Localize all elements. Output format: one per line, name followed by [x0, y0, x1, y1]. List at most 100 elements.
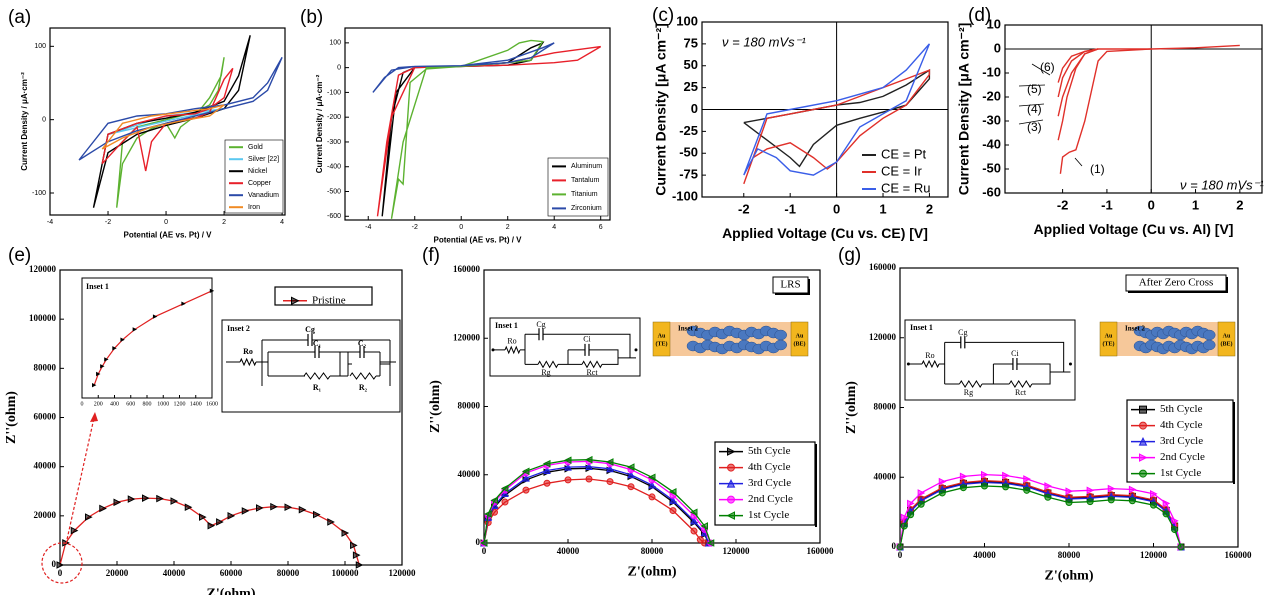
data-marker: [669, 507, 677, 515]
data-marker: [341, 529, 350, 537]
data-marker: [1023, 475, 1031, 483]
data-marker: [626, 463, 635, 471]
data-marker: [207, 521, 216, 530]
x-tick-label: 2: [506, 224, 510, 231]
circuit-label: Rg: [541, 368, 550, 377]
legend-box: [547, 157, 609, 217]
data-marker: [1177, 543, 1185, 551]
data-marker: [256, 504, 264, 512]
y-tick-label: 80000: [458, 401, 481, 411]
inset-x-tick-label: 200: [94, 401, 103, 407]
annotation: ν = 180 mVs⁻¹: [722, 34, 806, 49]
insets: 0 200 400 600 800 1000 1200 1400 1600 Inset 1 Inse…: [41, 277, 401, 584]
legend-label: Iron: [248, 204, 260, 211]
x-tick-label: 4: [280, 219, 284, 226]
data-marker: [1149, 501, 1158, 509]
data-marker: [216, 518, 224, 526]
y-tick-label: -100: [327, 89, 341, 96]
y-tick-label: -20: [982, 88, 1001, 103]
resistor: [303, 372, 331, 380]
inset-title: Inset 1: [495, 321, 518, 330]
data-marker: [270, 502, 278, 511]
resistor: [921, 359, 940, 369]
series-line: [101, 104, 225, 150]
y-axis-label: Z''(ohm): [844, 381, 859, 434]
data-marker: [1162, 499, 1171, 508]
data-marker: [606, 478, 614, 485]
y-tick-label: -75: [679, 167, 698, 182]
legend-marker: [1139, 453, 1148, 462]
series-line: [1059, 44, 1240, 174]
inset-marker: [181, 301, 186, 306]
circuit-label: C₂: [358, 339, 367, 348]
y-tick-label: -60: [982, 184, 1001, 199]
y-tick-label: 100: [329, 40, 341, 47]
data-marker: [606, 464, 614, 473]
data-marker: [1171, 517, 1179, 525]
x-tick-label: 2: [1236, 197, 1243, 212]
y-tick-label: 25: [684, 79, 698, 94]
data-marker: [501, 498, 509, 506]
circuit-label: Rct: [1015, 388, 1027, 397]
circuit-label: R₂: [359, 383, 368, 392]
filament-grain: [1202, 329, 1216, 341]
y-tick-label: 75: [684, 35, 698, 50]
y-tick-label: -40: [982, 136, 1001, 151]
data-marker: [1171, 526, 1179, 533]
filament-grain: [774, 339, 787, 351]
y-tick-label: -100: [32, 190, 46, 197]
data-marker: [484, 510, 492, 518]
y-tick-label: -500: [327, 188, 341, 195]
y-tick-label: 0: [337, 64, 341, 71]
series-label-leader: [1031, 63, 1051, 76]
legend-label: 2nd Cycle: [1160, 451, 1205, 463]
x-tick-label: -4: [47, 219, 53, 226]
data-marker: [648, 480, 656, 489]
data-marker: [1107, 484, 1116, 493]
x-tick-label: 0: [164, 219, 168, 226]
origin-highlight: [41, 542, 83, 584]
data-marker: [1150, 490, 1158, 498]
data-marker: [980, 482, 989, 490]
y-tick-label: 0: [994, 40, 1001, 55]
data-marker: [700, 522, 708, 530]
legend-marker: [1138, 421, 1148, 430]
series-line: [390, 39, 544, 219]
x-axis-label: Applied Voltage (Cu vs. CE) [V]: [722, 225, 928, 241]
data-marker: [156, 494, 164, 503]
panel-label: (b): [300, 7, 323, 28]
wire: [268, 351, 348, 377]
y-tick-label: 160000: [869, 262, 897, 272]
data-marker: [907, 511, 915, 519]
x-tick-label: 0: [898, 550, 903, 560]
x-tick-label: 2: [926, 201, 933, 216]
y-tick-label: -600: [327, 213, 341, 220]
resistor: [537, 360, 559, 369]
legend-label: CE = Pt: [881, 146, 927, 161]
data-marker: [1086, 486, 1095, 495]
circuit-label: Ro: [243, 347, 253, 356]
data-marker: [564, 476, 572, 484]
x-tick-label: 40000: [973, 550, 996, 560]
inset-frame: [489, 317, 641, 377]
legend-marker: [726, 495, 736, 504]
x-tick-label: 40000: [163, 568, 186, 578]
series-line: [372, 42, 555, 93]
x-tick-label: 20000: [106, 568, 129, 578]
data-marker: [313, 510, 321, 519]
legend-label: CE = Ir: [881, 163, 922, 178]
inset-x-tick-label: 400: [110, 401, 119, 407]
y-tick-label: -50: [982, 160, 1001, 175]
wire: [908, 341, 1071, 385]
data-marker: [669, 496, 677, 504]
inset-marker: [120, 337, 125, 342]
x-tick-label: 0: [459, 224, 463, 231]
y-tick-label: 120000: [453, 332, 481, 342]
legend-marker: [726, 463, 736, 472]
x-axis-label: Potential (AE vs. Pt) / V: [433, 236, 522, 245]
inset-frame: [81, 277, 213, 399]
resistor: [239, 357, 257, 367]
y-tick-label: -50: [679, 145, 698, 160]
